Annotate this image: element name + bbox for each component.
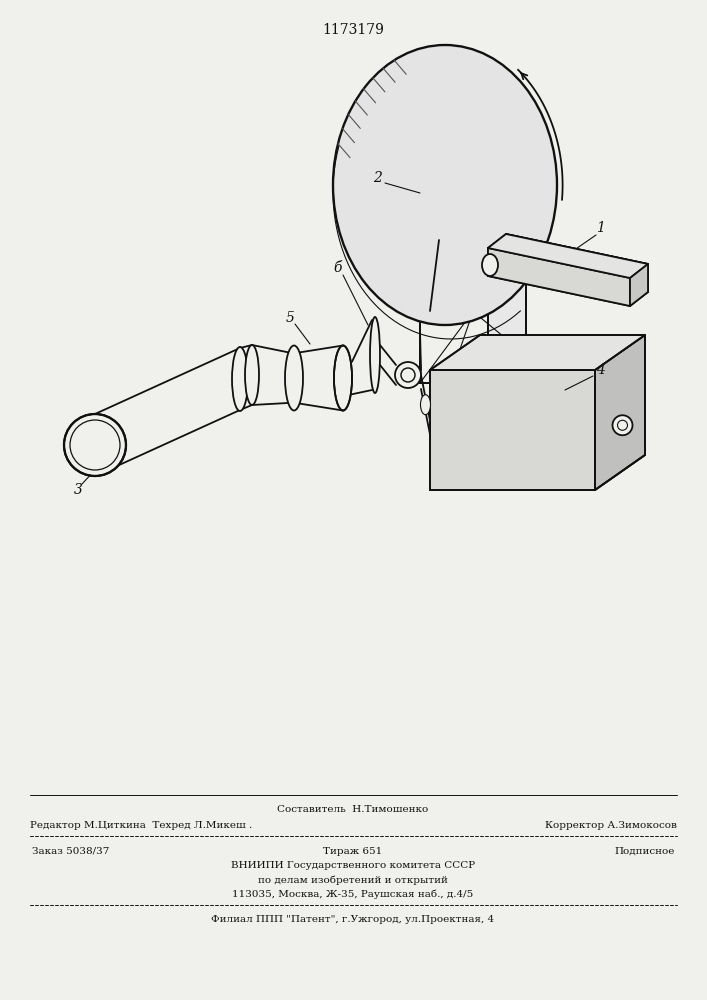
Polygon shape [488, 248, 630, 306]
Text: 2: 2 [373, 171, 382, 185]
Text: 113035, Москва, Ж-35, Раушская наб., д.4/5: 113035, Москва, Ж-35, Раушская наб., д.4… [233, 889, 474, 899]
Ellipse shape [482, 254, 498, 276]
Polygon shape [595, 335, 645, 490]
Ellipse shape [370, 317, 380, 393]
Polygon shape [488, 234, 648, 278]
Text: 5: 5 [286, 311, 294, 325]
Text: Подписное: Подписное [614, 846, 675, 856]
Text: 1: 1 [595, 221, 604, 235]
Polygon shape [430, 335, 645, 370]
Ellipse shape [245, 345, 259, 405]
Ellipse shape [285, 346, 303, 410]
Ellipse shape [612, 415, 633, 435]
Text: 3: 3 [74, 483, 83, 497]
Text: Филиал ППП "Патент", г.Ужгород, ул.Проектная, 4: Филиал ППП "Патент", г.Ужгород, ул.Проек… [211, 914, 495, 924]
Text: Заказ 5038/37: Заказ 5038/37 [32, 846, 110, 856]
Polygon shape [488, 240, 526, 383]
Ellipse shape [421, 395, 431, 415]
Text: 7: 7 [411, 250, 419, 264]
Text: 1173179: 1173179 [322, 23, 384, 37]
Ellipse shape [395, 362, 421, 388]
Polygon shape [430, 370, 595, 490]
Text: Редактор М.Циткина  Техред Л.Микеш .: Редактор М.Циткина Техред Л.Микеш . [30, 822, 252, 830]
Text: Корректор А.Зимокосов: Корректор А.Зимокосов [545, 822, 677, 830]
Polygon shape [630, 264, 648, 306]
Ellipse shape [334, 346, 352, 410]
Text: Тираж 651: Тираж 651 [323, 846, 382, 856]
Ellipse shape [232, 347, 248, 411]
Ellipse shape [333, 45, 557, 325]
Text: 4: 4 [595, 363, 604, 377]
Polygon shape [420, 268, 488, 383]
Ellipse shape [64, 414, 126, 476]
Text: Составитель  Н.Тимошенко: Составитель Н.Тимошенко [277, 806, 428, 814]
Text: по делам изобретений и открытий: по делам изобретений и открытий [258, 875, 448, 885]
Polygon shape [420, 240, 526, 268]
Text: б: б [334, 261, 342, 275]
Text: ВНИИПИ Государственного комитета СССР: ВНИИПИ Государственного комитета СССР [231, 861, 475, 870]
